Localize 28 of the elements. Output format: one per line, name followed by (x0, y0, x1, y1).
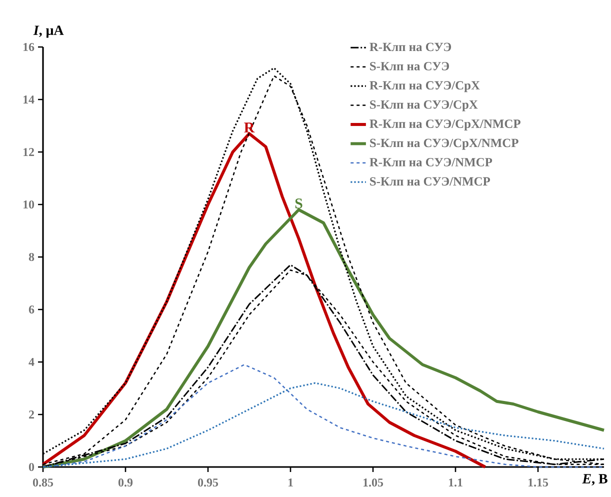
y-tick-label: 0 (28, 462, 34, 472)
y-tick-label: 16 (23, 42, 34, 52)
legend-label: R-Клп на СУЭ/NMCP (370, 158, 492, 166)
y-tick-label: 4 (28, 358, 34, 366)
x-axis-title: E, В (582, 474, 608, 486)
annotation: R (244, 122, 255, 132)
x-tick-label: 0.95 (198, 478, 218, 487)
y-tick-label: 12 (23, 148, 34, 156)
x-tick-label: 1 (288, 478, 293, 486)
legend-label: R-Клп на СУЭ/CpX (370, 81, 480, 92)
y-tick-label: 8 (28, 252, 34, 262)
x-tick-label: 1.1 (448, 478, 462, 487)
y-tick-label: 10 (23, 200, 34, 209)
legend-label: S-Клп на СУЭ/NMCP (370, 177, 490, 186)
x-tick-label: 1.05 (363, 478, 384, 487)
legend-label: S-Клп на СУЭ (370, 62, 449, 70)
legend-label: S-Клп на СУЭ/CpX/NMCP (370, 138, 518, 150)
y-tick-label: 14 (23, 96, 34, 104)
legend-label: R-Клп на СУЭ/CpX/NMCP (370, 120, 520, 130)
y-tick-label: 6 (28, 305, 34, 314)
x-tick-label: 0.85 (32, 478, 54, 487)
y-tick-label: 2 (29, 410, 34, 418)
annotation: S (295, 198, 302, 209)
legend-label: R-Клп на СУЭ (370, 42, 452, 52)
x-tick-label: 1.15 (528, 478, 548, 487)
y-axis-title: I, μA (33, 26, 64, 38)
legend-label: S-Клп на СУЭ/CpX (370, 100, 478, 112)
x-tick-label: 0.9 (118, 478, 133, 487)
